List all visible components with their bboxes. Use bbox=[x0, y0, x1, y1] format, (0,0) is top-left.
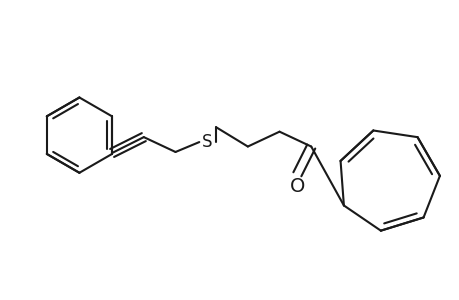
Text: S: S bbox=[202, 133, 212, 151]
Text: O: O bbox=[289, 177, 304, 196]
